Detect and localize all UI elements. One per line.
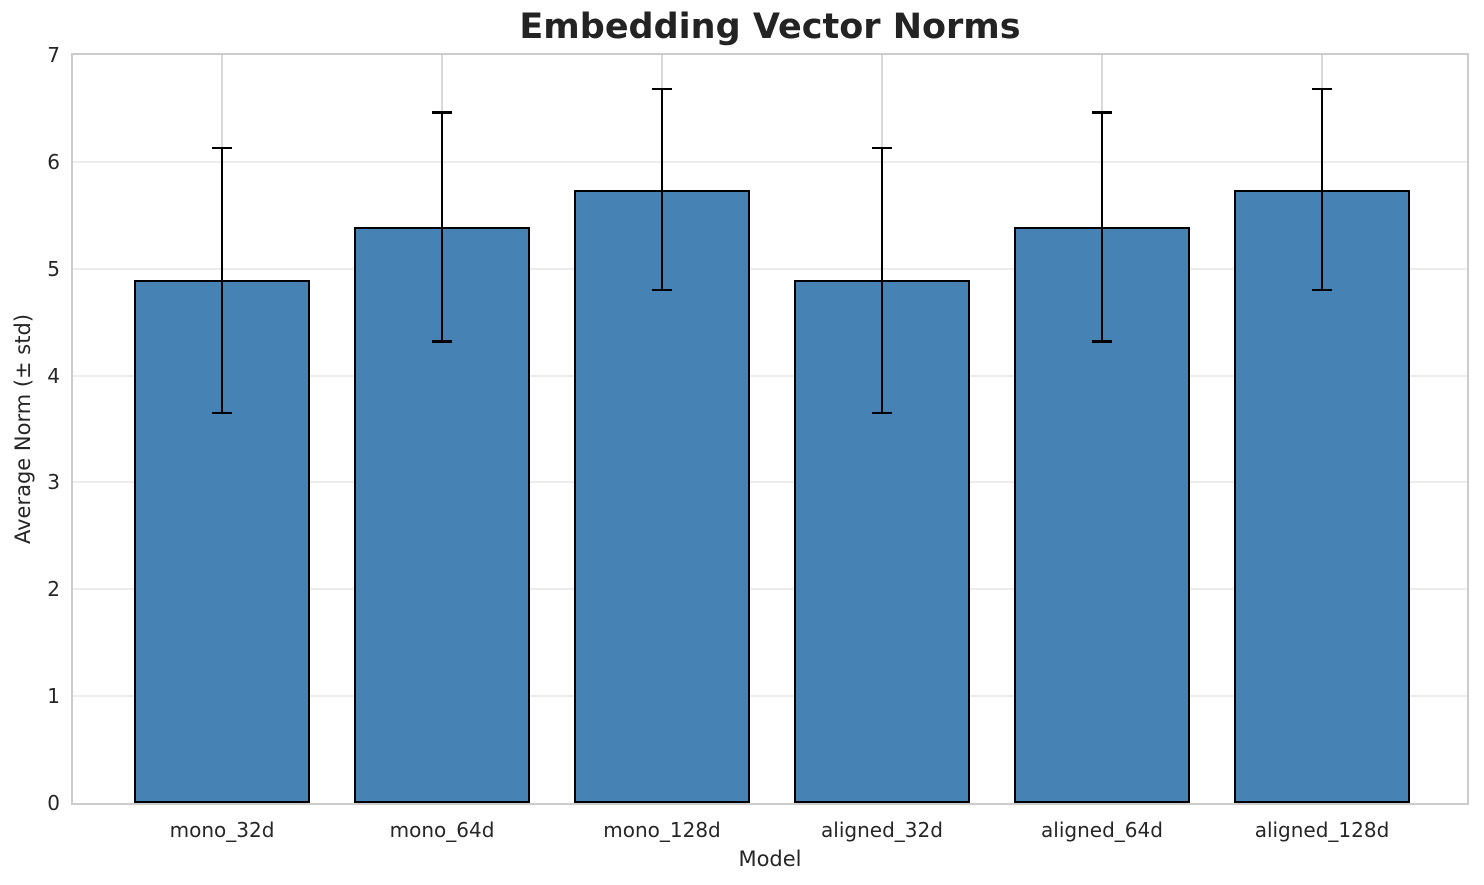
y-tick-label-3: 3 xyxy=(47,470,60,495)
bar-aligned_64d xyxy=(1014,227,1190,803)
bar-aligned_128d xyxy=(1234,189,1410,803)
y-tick-label-4: 4 xyxy=(47,363,60,388)
y-tick-label-5: 5 xyxy=(47,256,60,281)
y-axis-label: Average Norm (± std) xyxy=(11,313,35,545)
error-cap-bottom-mono_128d xyxy=(652,288,672,292)
y-tick-label-6: 6 xyxy=(47,149,60,174)
x-axis-label: Model xyxy=(738,847,802,871)
h-gridline-3 xyxy=(73,481,1467,484)
error-bar-mono_128d xyxy=(660,89,664,291)
y-tick-label-7: 7 xyxy=(47,43,60,67)
chart-title: Embedding Vector Norms xyxy=(519,7,1021,47)
x-tick-label-mono_128d: mono_128d xyxy=(603,818,721,842)
error-bar-aligned_128d xyxy=(1320,89,1324,291)
error-cap-bottom-mono_64d xyxy=(432,340,452,343)
error-bar-mono_64d xyxy=(440,112,444,342)
h-gridline-4 xyxy=(73,374,1467,377)
y-tick-label-0: 0 xyxy=(47,791,60,815)
x-tick-label-mono_32d: mono_32d xyxy=(169,818,275,842)
y-tick-label-1: 1 xyxy=(47,684,60,709)
error-cap-top-aligned_64d xyxy=(1092,111,1112,114)
error-bar-aligned_32d xyxy=(880,147,884,413)
h-gridline-1 xyxy=(73,695,1467,698)
plot-area xyxy=(71,53,1469,805)
error-cap-bottom-aligned_128d xyxy=(1312,288,1332,292)
x-tick-label-aligned_128d: aligned_128d xyxy=(1254,818,1390,842)
h-gridline-6 xyxy=(73,160,1467,163)
error-cap-bottom-aligned_32d xyxy=(872,411,892,415)
error-bar-mono_32d xyxy=(220,147,224,413)
error-cap-bottom-mono_32d xyxy=(212,411,232,415)
y-tick-label-2: 2 xyxy=(47,577,60,602)
error-cap-top-mono_64d xyxy=(432,111,452,114)
x-tick-label-mono_64d: mono_64d xyxy=(389,818,495,842)
error-cap-top-mono_32d xyxy=(212,146,232,150)
error-cap-top-aligned_32d xyxy=(872,146,892,150)
error-cap-top-aligned_128d xyxy=(1312,87,1332,91)
h-gridline-2 xyxy=(73,588,1467,591)
error-cap-top-mono_128d xyxy=(652,87,672,91)
x-tick-label-aligned_32d: aligned_32d xyxy=(821,818,943,842)
error-bar-aligned_64d xyxy=(1100,112,1104,342)
x-tick-label-aligned_64d: aligned_64d xyxy=(1041,818,1163,842)
bar-mono_128d xyxy=(574,189,750,803)
error-cap-bottom-aligned_64d xyxy=(1092,340,1112,343)
h-gridline-5 xyxy=(73,267,1467,270)
